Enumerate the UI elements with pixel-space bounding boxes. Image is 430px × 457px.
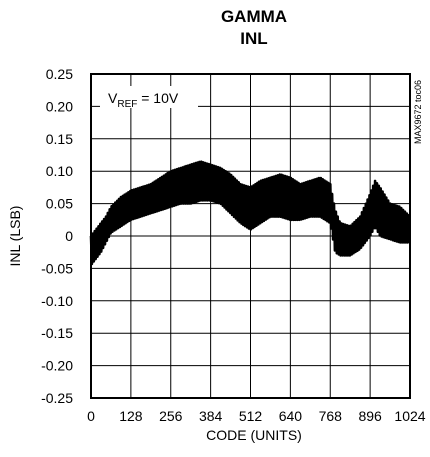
y-tick-label: -0.25 xyxy=(41,390,73,406)
x-tick-label: 256 xyxy=(159,408,183,424)
vref-subscript: REF xyxy=(117,99,137,110)
y-tick-label: 0 xyxy=(65,228,73,244)
x-tick-label: 1024 xyxy=(394,408,425,424)
x-tick-label: 640 xyxy=(279,408,303,424)
y-tick-label: -0.10 xyxy=(41,293,73,309)
vref-prefix: V xyxy=(108,90,118,106)
x-tick-label: 896 xyxy=(358,408,382,424)
chart-subtitle: INL xyxy=(240,29,267,48)
inl-series-line xyxy=(89,160,411,266)
x-tick-label: 512 xyxy=(239,408,263,424)
vref-text: VREF = 10V xyxy=(108,90,179,110)
y-tick-labels: 0.25 0.20 0.15 0.10 0.05 0 -0.05 -0.10 -0.15 -0.2… xyxy=(41,66,73,406)
y-tick-label: 0.20 xyxy=(46,98,73,114)
series-layer xyxy=(89,160,411,266)
x-tick-label: 384 xyxy=(199,408,223,424)
y-tick-label: -0.15 xyxy=(41,325,73,341)
y-tick-label: 0.15 xyxy=(46,131,73,147)
y-tick-label: 0.10 xyxy=(46,163,73,179)
chart-title: GAMMA xyxy=(221,7,287,26)
x-axis-label: CODE (UNITS) xyxy=(206,427,302,443)
x-tick-label: 0 xyxy=(87,408,95,424)
vref-annotation: VREF = 10V xyxy=(100,86,198,110)
x-tick-label: 768 xyxy=(319,408,343,424)
y-tick-label: -0.20 xyxy=(41,358,73,374)
figure-id-text: MAX9672 toc06 xyxy=(413,80,423,144)
y-tick-label: 0.25 xyxy=(46,66,73,82)
plot-frame xyxy=(90,73,411,399)
x-tick-label: 128 xyxy=(119,408,143,424)
y-axis-label: INL (LSB) xyxy=(7,206,23,267)
y-tick-label: -0.05 xyxy=(41,260,73,276)
x-tick-labels: 0 128 256 384 512 640 768 896 1024 xyxy=(87,408,426,424)
y-tick-label: 0.05 xyxy=(46,196,73,212)
vref-suffix: = 10V xyxy=(137,90,179,106)
